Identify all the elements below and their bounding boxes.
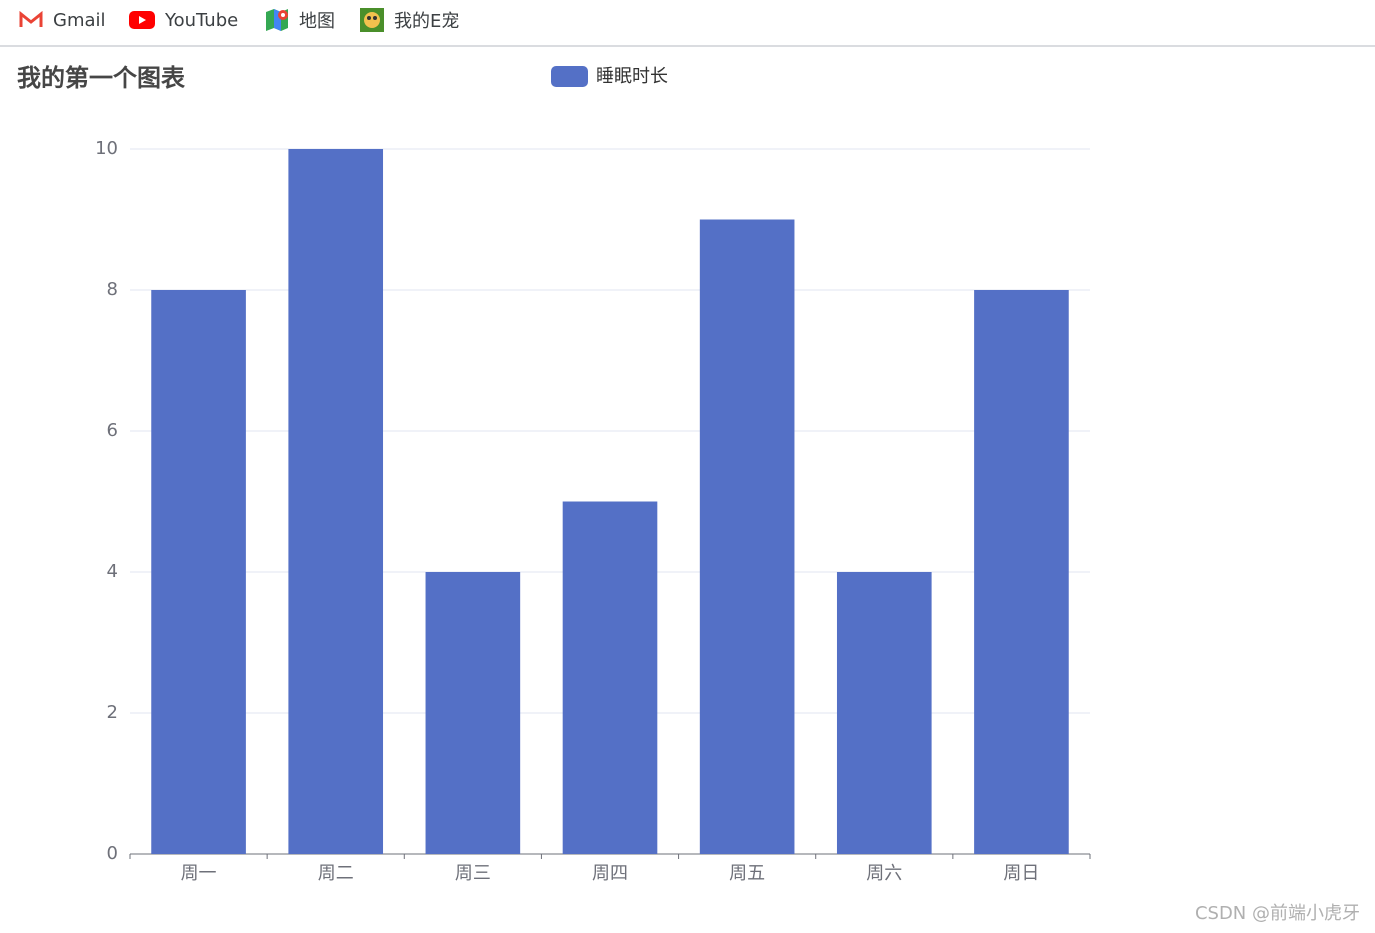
bookmark-label: Gmail [53, 9, 106, 31]
x-tick-label: 周六 [866, 863, 902, 884]
bookmark-label: 我的E宠 [394, 11, 460, 32]
bookmark[interactable]: Gmail [19, 7, 106, 33]
bar [288, 149, 384, 854]
maps-icon [266, 9, 288, 31]
bookmark[interactable]: YouTube [129, 7, 238, 33]
epet-icon [360, 8, 384, 32]
watermark: CSDN @前端小虎牙 [1195, 903, 1360, 924]
bookmark-label: YouTube [165, 9, 239, 31]
youtube-icon [129, 11, 155, 29]
bar [836, 572, 932, 854]
chart-title: 我的第一个图表 [17, 64, 186, 92]
bookmark-label: 地图 [299, 11, 335, 32]
legend-label: 睡眠时长 [596, 66, 668, 87]
x-tick-label: 周二 [318, 863, 354, 884]
y-tick-label: 0 [107, 843, 118, 864]
bookmark[interactable]: 地图 [265, 7, 335, 33]
y-tick-label: 10 [95, 138, 118, 159]
y-tick-label: 6 [107, 420, 118, 441]
gmail-icon [19, 11, 43, 27]
y-tick-label: 8 [107, 279, 118, 300]
x-tick-label: 周日 [1003, 863, 1039, 884]
bar [974, 290, 1069, 854]
x-tick-label: 周四 [592, 863, 628, 884]
x-tick-label: 周一 [181, 863, 217, 884]
x-tick-label: 周五 [729, 863, 765, 884]
y-tick-label: 4 [107, 561, 118, 582]
bookmarks-bar: Gmail YouTube 地图 我的E宠 [0, 0, 1375, 47]
bar [699, 219, 795, 854]
x-tick-label: 周三 [455, 863, 491, 884]
bar [562, 501, 658, 854]
bar [151, 290, 246, 854]
y-tick-label: 2 [107, 702, 118, 723]
bookmark[interactable]: 我的E宠 [360, 7, 459, 33]
bar [425, 572, 521, 854]
legend-swatch [551, 66, 588, 87]
